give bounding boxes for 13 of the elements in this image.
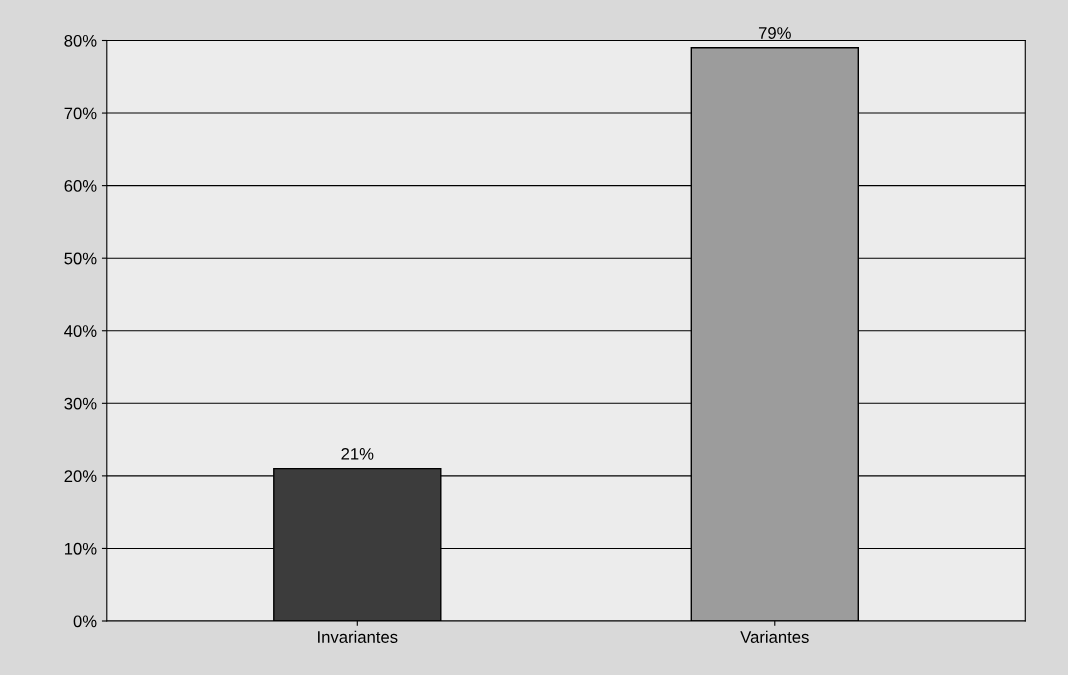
y-tick-label: 0%: [73, 615, 97, 628]
y-tick-label: 70%: [64, 107, 97, 120]
y-tick-label: 40%: [64, 325, 97, 337]
x-tick-label: Invariantes: [318, 630, 398, 643]
data-label: 21%: [341, 447, 374, 460]
y-tick-label: 50%: [64, 252, 97, 265]
y-tick-label: 10%: [64, 542, 97, 555]
y-tick-label: 30%: [64, 397, 97, 410]
data-label: 79%: [758, 27, 791, 39]
y-tick-label: 80%: [64, 34, 97, 47]
y-tick-label: 20%: [64, 470, 97, 483]
y-tick-label: 60%: [64, 180, 97, 192]
x-tick-label: Variantes: [740, 630, 809, 643]
